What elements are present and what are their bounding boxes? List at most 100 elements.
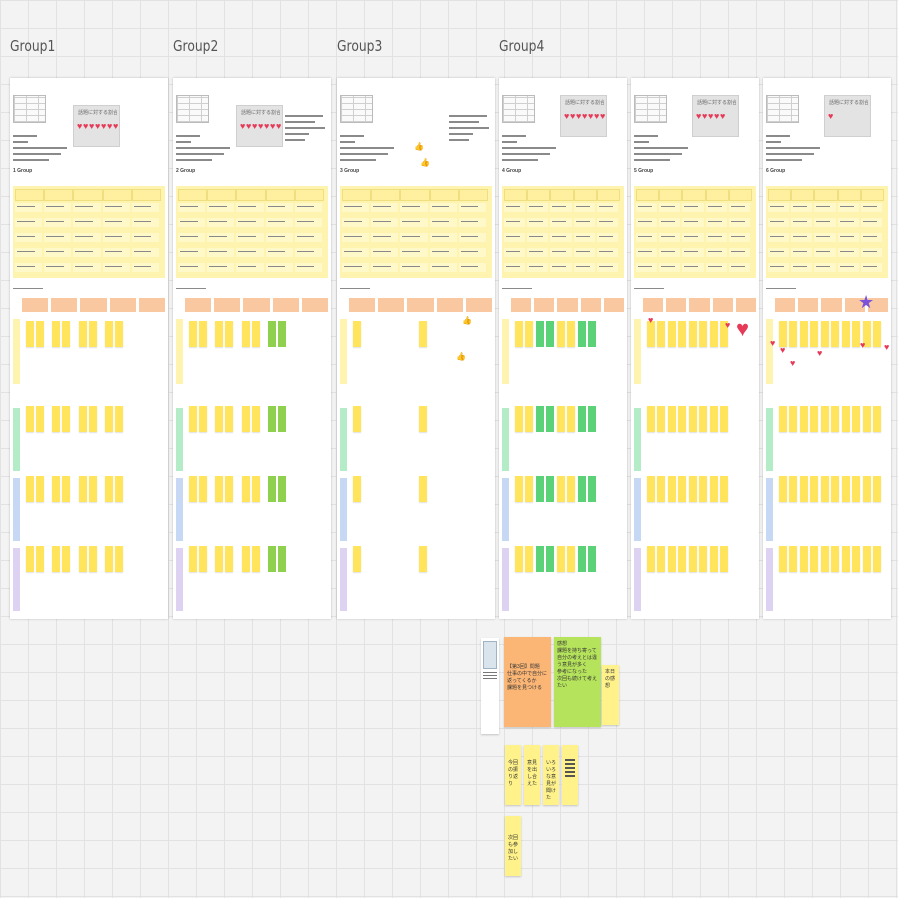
chart-card[interactable]: 話題に対する割合(2個)♥♥♥♥♥♥♥ <box>236 105 283 147</box>
sticky-note[interactable] <box>36 406 44 432</box>
sticky-note[interactable] <box>199 476 207 502</box>
sticky-note[interactable] <box>688 321 697 347</box>
sticky-note[interactable] <box>688 546 697 572</box>
sticky-note[interactable] <box>52 546 61 572</box>
sticky-note[interactable] <box>78 321 87 347</box>
sticky-note[interactable] <box>419 406 428 432</box>
sticky-note[interactable] <box>225 321 234 347</box>
sticky-note[interactable] <box>789 476 797 502</box>
sticky-note[interactable] <box>78 476 87 502</box>
group-board[interactable]: 話題に対する割合(2個)♥♥♥♥♥♥♥1 Group <box>10 78 168 619</box>
sticky-note[interactable] <box>566 546 575 572</box>
heart-icon[interactable]: ♥ <box>725 320 731 330</box>
sticky-note[interactable] <box>251 406 260 432</box>
group-board[interactable]: 話題に対する割合(2個) ♥ 6 Group <box>763 78 891 619</box>
sticky-note[interactable] <box>241 546 250 572</box>
sticky-note[interactable] <box>189 476 197 502</box>
sticky-note[interactable] <box>26 406 34 432</box>
sticky-note[interactable] <box>545 476 554 502</box>
heart-icon[interactable]: ♥ <box>648 315 654 325</box>
sticky-note[interactable] <box>515 321 523 347</box>
sticky-note[interactable] <box>545 546 554 572</box>
group-board[interactable]: 話題に対する割合(2個)♥♥♥♥♥♥♥2 Group <box>173 78 331 619</box>
sticky-note[interactable] <box>647 321 655 347</box>
sticky-note-bottom-2[interactable]: 意見を出し合えた <box>524 745 540 805</box>
sticky-note[interactable] <box>709 406 718 432</box>
sticky-note[interactable] <box>241 406 250 432</box>
sticky-note-bottom-5[interactable]: 次回も参加したい <box>505 816 521 876</box>
sticky-note[interactable] <box>587 406 596 432</box>
sticky-note[interactable] <box>556 476 565 502</box>
sticky-note-bottom-3[interactable]: いろいろな意見が聞けた <box>543 745 559 805</box>
sticky-note[interactable] <box>830 476 839 502</box>
sticky-note[interactable] <box>104 321 113 347</box>
sticky-note[interactable] <box>353 476 361 502</box>
sticky-note[interactable] <box>677 406 686 432</box>
chart-card[interactable]: 話題に対する割合(2個)♥♥♥♥♥♥♥ <box>73 105 120 147</box>
sticky-note-bottom-1[interactable]: 今回の振り返り <box>505 745 521 805</box>
sticky-note[interactable] <box>709 321 718 347</box>
sticky-note[interactable] <box>78 406 87 432</box>
heart-icon[interactable]: ♥ <box>790 358 796 368</box>
sticky-note[interactable] <box>104 406 113 432</box>
sticky-note[interactable] <box>688 476 697 502</box>
chart-card[interactable]: 話題に対する割合(2個)♥♥♥♥♥ <box>692 95 739 137</box>
sticky-note[interactable] <box>698 476 707 502</box>
sticky-note[interactable] <box>851 406 860 432</box>
sticky-note[interactable] <box>789 546 797 572</box>
sticky-note[interactable] <box>830 406 839 432</box>
sticky-note[interactable] <box>251 546 260 572</box>
sticky-note[interactable] <box>698 546 707 572</box>
sticky-note[interactable] <box>525 406 533 432</box>
embedded-document-icon[interactable] <box>481 638 499 734</box>
sticky-note[interactable] <box>709 546 718 572</box>
sticky-note[interactable] <box>688 406 697 432</box>
sticky-note[interactable] <box>353 546 361 572</box>
sticky-note[interactable] <box>799 406 808 432</box>
sticky-note[interactable] <box>577 546 586 572</box>
sticky-note[interactable] <box>535 406 544 432</box>
sticky-note-side[interactable]: 本日の感想 <box>602 665 619 725</box>
sticky-note[interactable] <box>851 476 860 502</box>
chart-card[interactable]: 話題に対する割合(2個) ♥ <box>824 95 871 137</box>
sticky-note[interactable] <box>789 406 797 432</box>
heart-icon[interactable]: ♥ <box>817 348 823 358</box>
sticky-note[interactable] <box>62 406 71 432</box>
sticky-note[interactable] <box>52 321 61 347</box>
sticky-note[interactable] <box>809 321 818 347</box>
sticky-note[interactable] <box>841 406 850 432</box>
sticky-note[interactable] <box>78 546 87 572</box>
sticky-note[interactable] <box>862 406 871 432</box>
sticky-note[interactable] <box>251 321 260 347</box>
heart-icon[interactable]: ♥ <box>736 316 750 341</box>
sticky-note[interactable] <box>215 321 224 347</box>
sticky-note[interactable] <box>647 476 655 502</box>
sticky-note[interactable] <box>587 546 596 572</box>
sticky-note[interactable] <box>556 546 565 572</box>
sticky-note[interactable] <box>26 546 34 572</box>
sticky-note[interactable] <box>841 321 850 347</box>
thumbs-up-icon[interactable]: 👍 <box>462 316 472 325</box>
sticky-note[interactable] <box>556 321 565 347</box>
sticky-note[interactable] <box>577 321 586 347</box>
sticky-note[interactable] <box>62 476 71 502</box>
sticky-note[interactable] <box>88 546 97 572</box>
sticky-note[interactable] <box>698 321 707 347</box>
sticky-note[interactable] <box>88 406 97 432</box>
sticky-note[interactable] <box>677 321 686 347</box>
sticky-note[interactable] <box>267 546 276 572</box>
sticky-note[interactable] <box>52 406 61 432</box>
sticky-note[interactable] <box>779 546 787 572</box>
sticky-note[interactable] <box>36 321 44 347</box>
sticky-note[interactable] <box>199 321 207 347</box>
sticky-note[interactable] <box>189 406 197 432</box>
sticky-note[interactable] <box>820 406 829 432</box>
chart-card[interactable]: 話題に対する割合(2個)♥♥♥♥♥♥♥ <box>560 95 607 137</box>
star-icon[interactable]: ★ <box>858 292 875 312</box>
sticky-note[interactable] <box>114 321 123 347</box>
sticky-note[interactable] <box>36 476 44 502</box>
sticky-note[interactable] <box>277 546 286 572</box>
sticky-note[interactable] <box>199 546 207 572</box>
sticky-note[interactable] <box>225 546 234 572</box>
sticky-note[interactable] <box>577 406 586 432</box>
